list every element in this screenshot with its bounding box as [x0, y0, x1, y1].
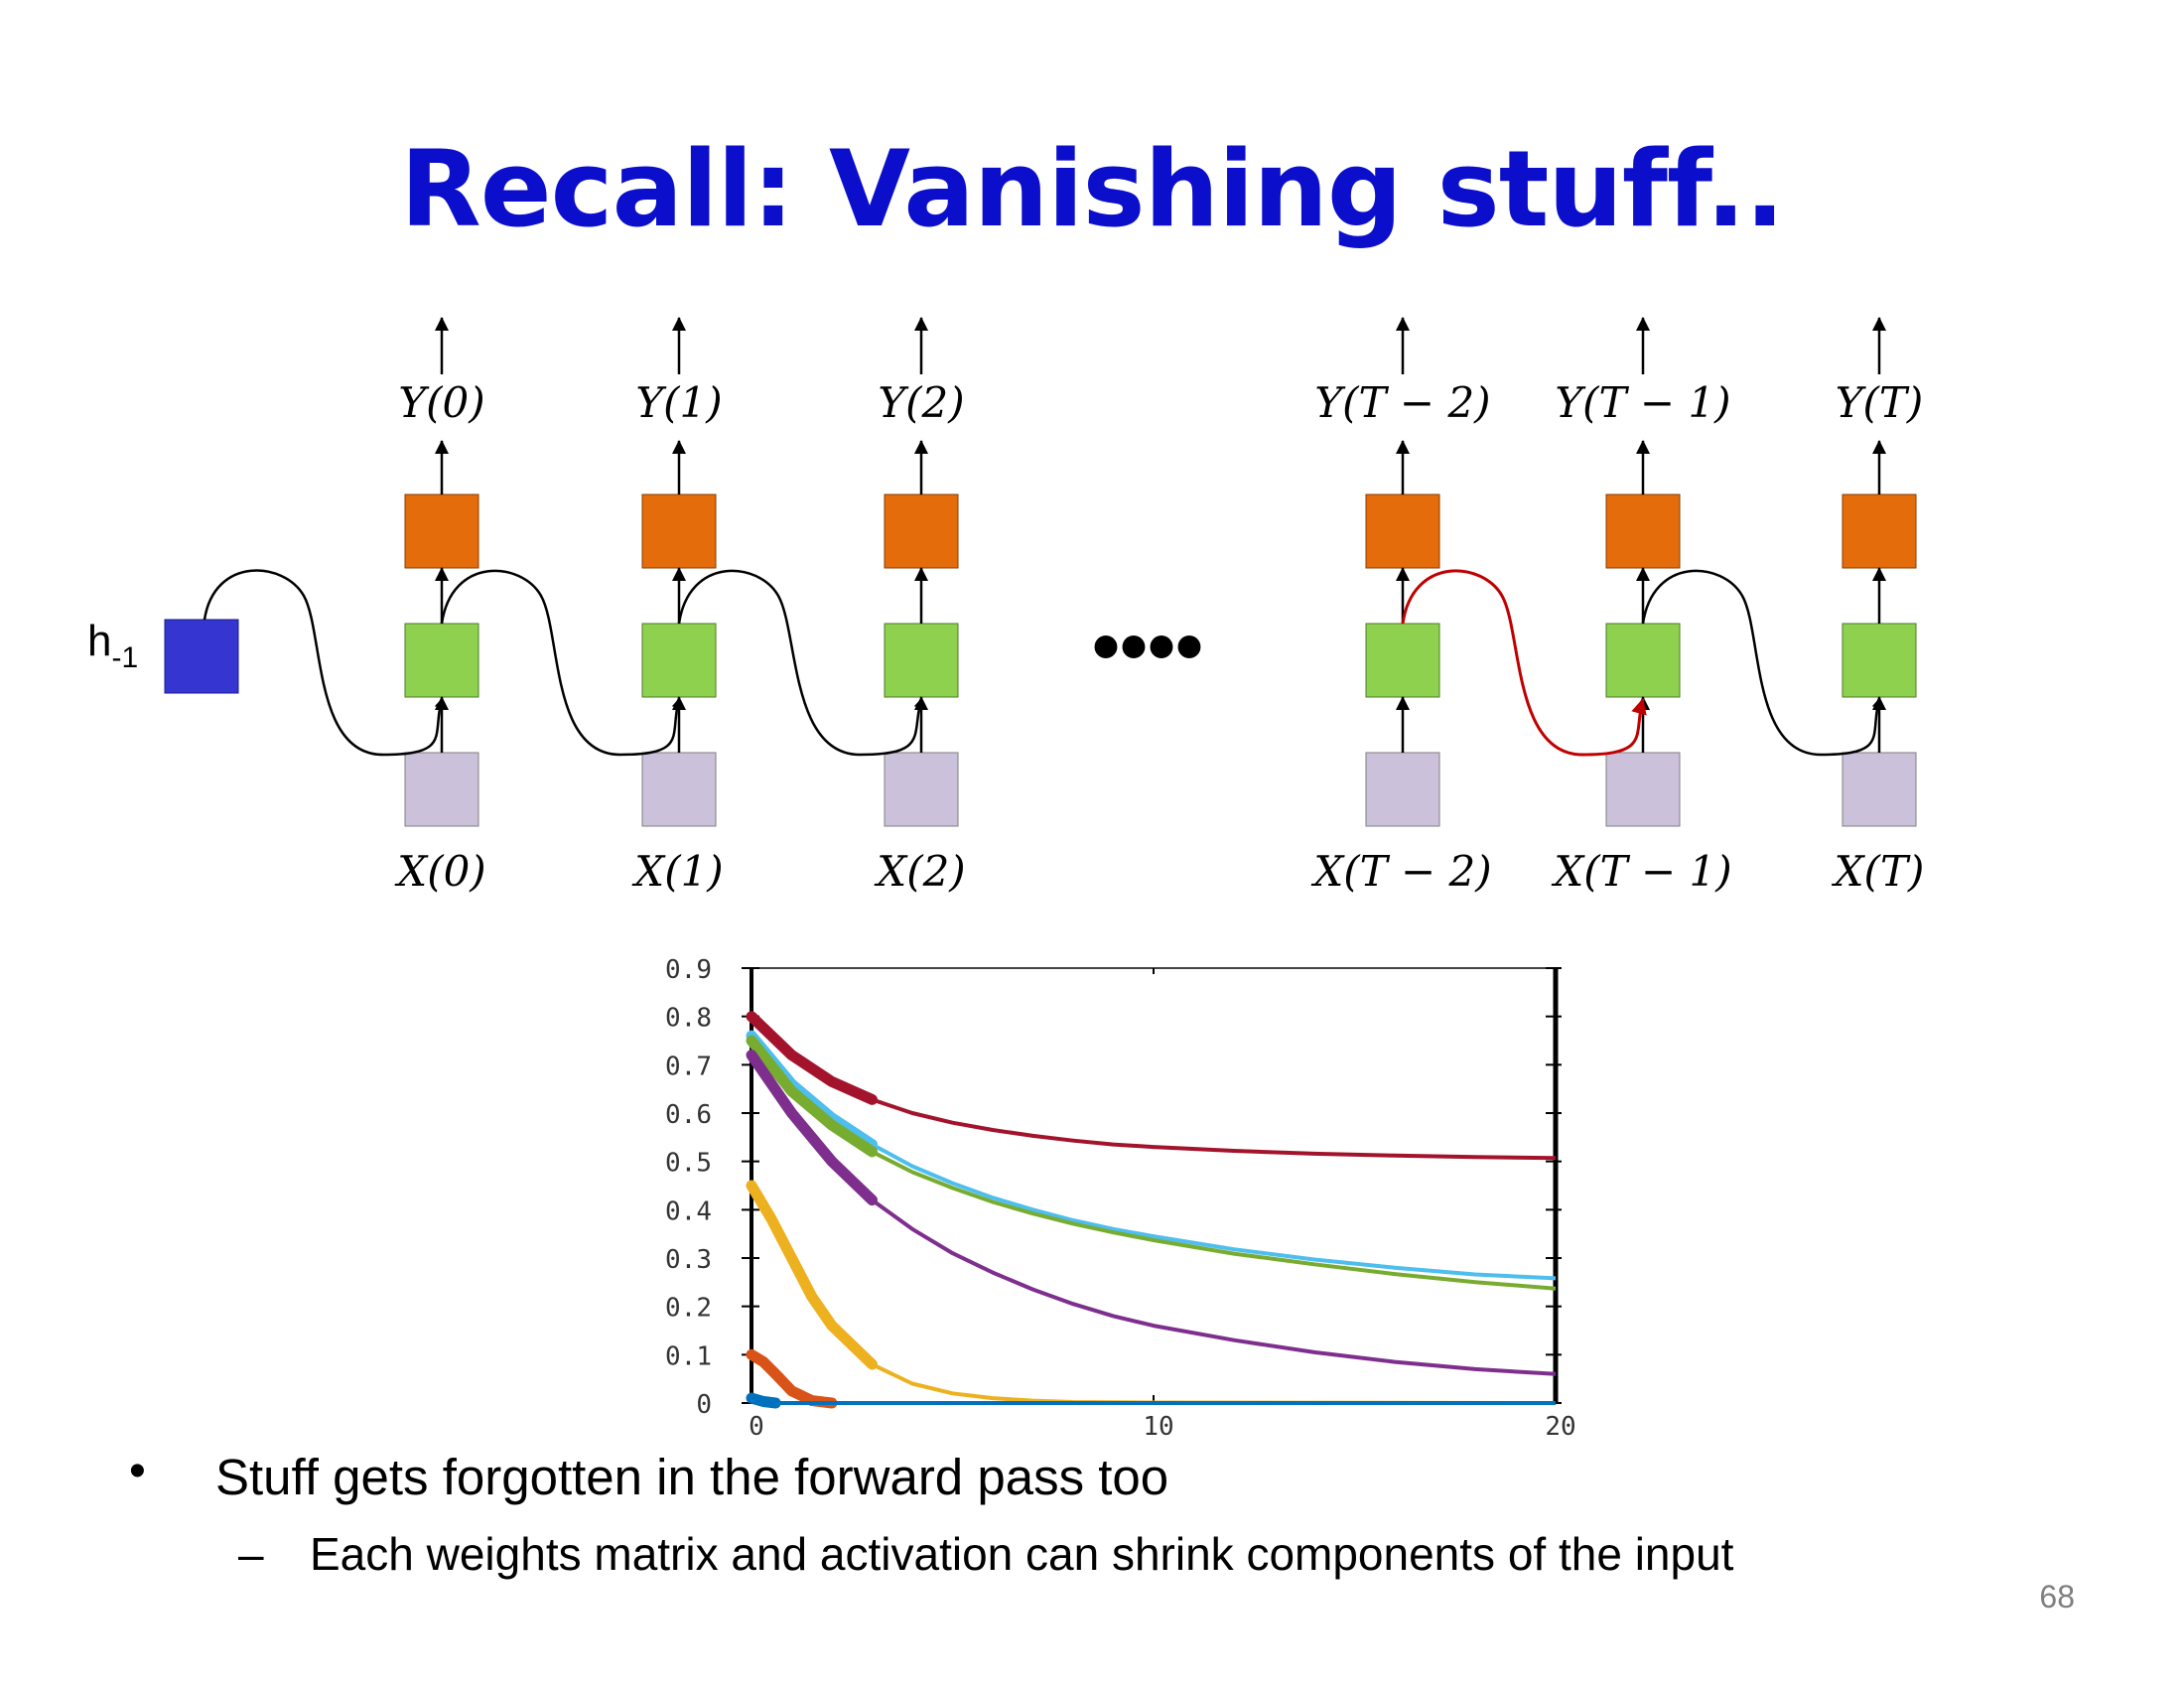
y-tick-label: 0.1: [665, 1341, 712, 1371]
rnn-timestep: Y(2) X(2): [874, 317, 966, 896]
recurrent-arrow: [677, 569, 924, 757]
rnn-timestep: Y(T − 1) X(T − 1): [1551, 317, 1732, 896]
slide-title: Recall: Vanishing stuff..: [400, 128, 1785, 250]
output-layer-box: [641, 493, 717, 569]
ellipsis: ••••: [1092, 602, 1203, 690]
y-tick-label: 0: [696, 1390, 712, 1420]
output-label: Y(T): [1836, 378, 1924, 427]
series-line-head: [746, 1050, 878, 1206]
recurrent-arrow: [1641, 569, 1882, 757]
highlighted-recurrent-arrow: [1401, 569, 1647, 757]
input-box: [1365, 752, 1440, 827]
input-label: X(T − 1): [1551, 847, 1731, 896]
output-layer-box: [1605, 493, 1681, 569]
rnn-timestep: Y(0) X(0): [394, 317, 486, 896]
rnn-timestep: Y(T − 2) X(T − 2): [1310, 317, 1492, 896]
decay-chart: 0 0.1 0.2 0.3 0.4 0.5 0.6 0.7 0.8 0.9 0 10 20: [665, 955, 1576, 1442]
series-line-head: [746, 1180, 878, 1370]
output-layer-box: [1842, 493, 1917, 569]
output-layer-box: [884, 493, 959, 569]
plot-area: [751, 968, 1556, 1403]
input-box: [884, 752, 959, 827]
y-tick-label: 0.4: [665, 1196, 712, 1226]
hidden-state-box: [1842, 623, 1917, 698]
output-label: Y(2): [878, 378, 964, 427]
initial-state-box: [164, 619, 239, 694]
y-tick-label: 0.6: [665, 1100, 712, 1130]
rnn-timestep: Y(1) X(1): [631, 317, 724, 896]
y-tick-label: 0.5: [665, 1149, 712, 1179]
output-label: Y(T − 1): [1555, 378, 1730, 427]
output-layer-box: [404, 493, 479, 569]
hidden-state-box: [1365, 623, 1440, 698]
x-tick-label: 20: [1545, 1412, 1575, 1442]
output-label: Y(0): [398, 378, 484, 427]
hidden-state-box: [404, 623, 479, 698]
y-tick-label: 0.9: [665, 955, 712, 985]
input-label: X(1): [631, 847, 723, 896]
hidden-state-box: [1605, 623, 1681, 698]
input-label: X(2): [874, 847, 965, 896]
initial-state: h-1: [87, 617, 239, 694]
initial-state-label: h-1: [87, 617, 138, 674]
output-label: Y(T − 2): [1314, 378, 1490, 427]
series-line-head: [746, 1392, 781, 1409]
page-number: 68: [2039, 1579, 2075, 1615]
hidden-state-box: [641, 623, 717, 698]
input-box: [404, 752, 479, 827]
y-tick-label: 0.8: [665, 1004, 712, 1034]
recurrent-arrow: [440, 569, 682, 757]
y-tick-label: 0.3: [665, 1245, 712, 1275]
x-tick-label: 10: [1143, 1412, 1173, 1442]
input-box: [1605, 752, 1681, 827]
y-tick-label: 0.7: [665, 1052, 712, 1081]
initial-state-subscript: -1: [111, 641, 138, 674]
series-line-head: [746, 1011, 878, 1105]
output-label: Y(1): [635, 378, 722, 427]
rnn-columns: Y(0) X(0) Y(1) X(1) Y(2) X(2) Y(T − 2) X(T − 2)…: [394, 317, 1925, 896]
recurrent-connections: [203, 569, 1882, 757]
x-tick-label: 0: [749, 1412, 764, 1442]
input-box: [1842, 752, 1917, 827]
output-layer-box: [1365, 493, 1440, 569]
input-label: X(T): [1832, 847, 1925, 896]
hidden-state-box: [884, 623, 959, 698]
input-label: X(T − 2): [1310, 847, 1491, 896]
input-box: [641, 752, 717, 827]
y-tick-label: 0.2: [665, 1294, 712, 1324]
rnn-timestep: Y(T) X(T): [1832, 317, 1925, 896]
recurrent-arrow: [203, 569, 445, 757]
input-label: X(0): [394, 847, 485, 896]
series-line-head: [746, 1035, 878, 1158]
